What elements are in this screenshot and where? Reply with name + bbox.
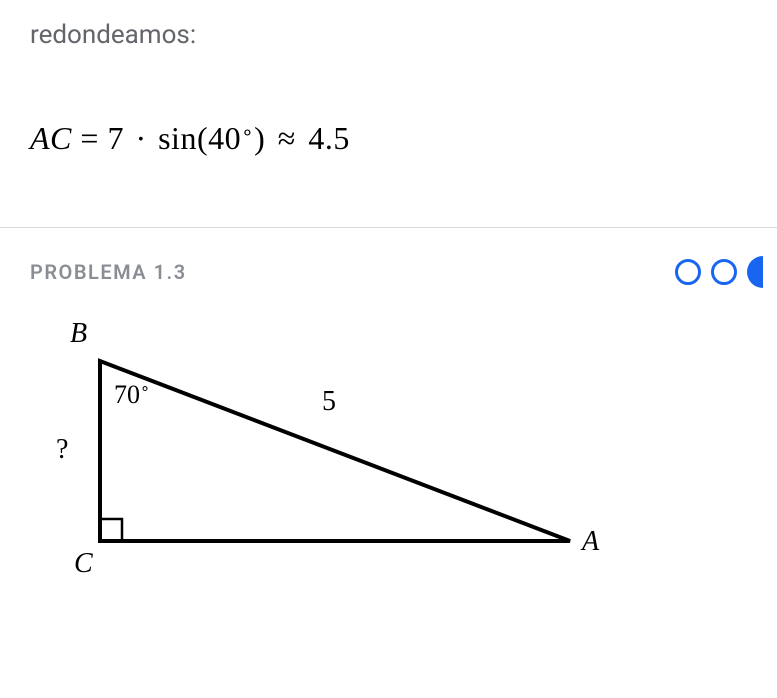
equation-equals: = — [80, 120, 99, 156]
equation-dot: · — [135, 120, 146, 156]
problem-header-row: PROBLEMA 1.3 — [30, 256, 747, 288]
intro-text: redondeamos: — [30, 20, 747, 50]
problem-title: PROBLEMA 1.3 — [30, 260, 187, 284]
side-BC-label: ? — [56, 434, 68, 466]
right-angle-marker — [100, 519, 122, 541]
angle-B-label: 70∘ — [114, 380, 150, 410]
progress-dot-2[interactable] — [711, 259, 737, 285]
equation: AC = 7 · sin(40∘) ≈ 4.5 — [30, 120, 747, 157]
equation-close: ) — [254, 120, 265, 156]
progress-dot-1[interactable] — [675, 259, 701, 285]
vertex-label-A: A — [582, 526, 599, 558]
equation-angle: 40 — [208, 120, 241, 156]
problem-section: PROBLEMA 1.3 B C A ? 5 70∘ — [0, 228, 777, 616]
equation-rhs: 4.5 — [308, 120, 350, 156]
vertex-label-B: B — [70, 318, 87, 350]
hypotenuse-text: 5 — [322, 386, 336, 417]
equation-degree: ∘ — [241, 122, 254, 144]
angle-B-value: 70 — [114, 380, 140, 409]
side-BC-text: ? — [56, 434, 68, 465]
vertex-label-C: C — [74, 548, 93, 580]
progress-dot-3[interactable] — [747, 256, 763, 288]
angle-B-degree: ∘ — [140, 380, 150, 397]
equation-func: sin — [158, 120, 197, 156]
example-section: redondeamos: AC = 7 · sin(40∘) ≈ 4.5 — [0, 0, 777, 197]
equation-approx: ≈ — [278, 120, 296, 156]
equation-open: ( — [197, 120, 208, 156]
triangle-figure: B C A ? 5 70∘ — [30, 316, 630, 596]
triangle-svg — [30, 316, 630, 596]
equation-coeff: 7 — [107, 120, 124, 156]
progress-indicator — [675, 256, 747, 288]
hypotenuse-label: 5 — [322, 386, 336, 418]
equation-lhs: AC — [30, 120, 72, 156]
